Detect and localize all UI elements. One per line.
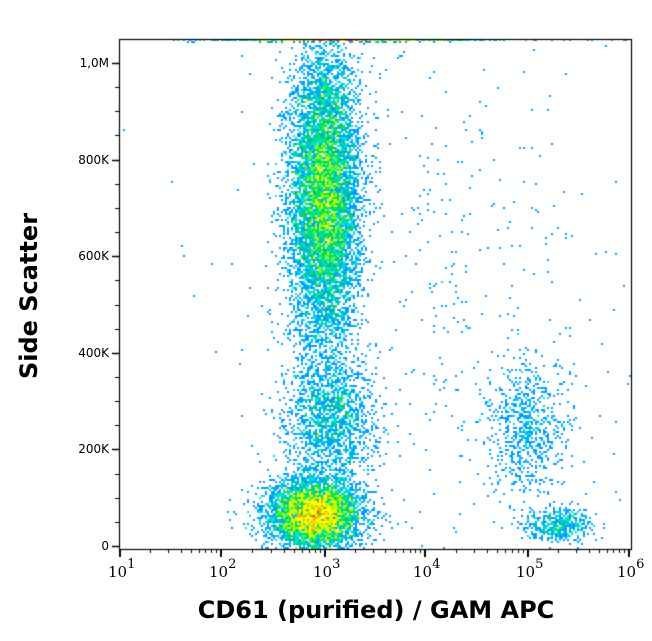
x-tick-exponent: 2 — [228, 557, 237, 572]
x-tick-base: 10 — [209, 563, 229, 581]
y-tick-label: 200K — [78, 442, 109, 457]
x-tick-label: 104 — [413, 558, 440, 581]
x-tick-base: 10 — [413, 563, 433, 581]
x-tick-label: 106 — [617, 558, 644, 581]
x-tick-exponent: 1 — [127, 557, 136, 572]
x-tick-label: 103 — [313, 558, 340, 581]
x-tick-base: 10 — [617, 563, 637, 581]
x-tick-label: 101 — [108, 558, 135, 581]
x-tick-base: 10 — [516, 563, 536, 581]
y-axis-title: Side Scatter — [15, 212, 43, 380]
y-tick-label: 0 — [101, 539, 109, 553]
x-tick-base: 10 — [108, 563, 128, 581]
y-tick-label: 800K — [78, 152, 109, 167]
x-tick-exponent: 5 — [535, 557, 544, 572]
x-tick-label: 102 — [209, 558, 236, 581]
y-tick-label: 600K — [78, 249, 109, 264]
y-tick-label: 1,0M — [79, 56, 109, 70]
x-tick-label: 105 — [516, 558, 543, 581]
x-tick-base: 10 — [313, 563, 333, 581]
x-tick-exponent: 6 — [636, 557, 645, 572]
x-tick-exponent: 3 — [332, 557, 341, 572]
x-axis-title: CD61 (purified) / GAM APC — [197, 596, 555, 624]
x-tick-exponent: 4 — [432, 557, 441, 572]
y-tick-label: 400K — [78, 345, 109, 360]
